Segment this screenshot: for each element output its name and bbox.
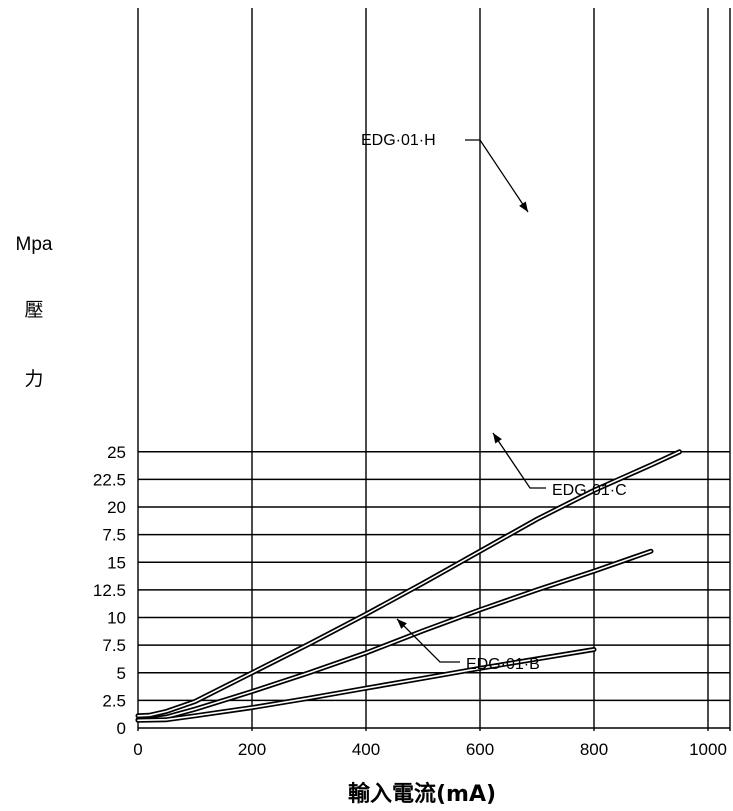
y-tick-label: 20 xyxy=(107,498,126,517)
series-curves xyxy=(135,449,682,723)
x-tick-label: 800 xyxy=(580,740,608,759)
y-tick-label: 25 xyxy=(107,443,126,462)
y-tick-label: 12.5 xyxy=(93,581,126,600)
annotation-leader-0 xyxy=(465,139,529,213)
x-tick-label: 400 xyxy=(352,740,380,759)
x-tick-label: 600 xyxy=(466,740,494,759)
y-tick-label: 0 xyxy=(117,719,126,738)
series-line-1-highlight xyxy=(137,550,652,721)
x-axis-label: 輸入電流(mA) xyxy=(348,781,496,807)
series-line-2-highlight xyxy=(137,648,595,722)
y-axis-label-unit: Mpa xyxy=(16,234,53,255)
series-line-1 xyxy=(135,548,654,723)
annotation-leader-1 xyxy=(492,432,546,489)
grid xyxy=(137,8,731,731)
x-tick-label: 1000 xyxy=(689,740,727,759)
y-tick-label: 10 xyxy=(107,609,126,628)
annotation-label-0: EDG·01·H xyxy=(361,132,436,149)
tick-labels: 0 200 400 600 800 1000 0 2.5 5 7.5 10 12.5 15 7.5 20 22… xyxy=(93,443,727,759)
annotation-leader-2 xyxy=(396,618,460,663)
annotation-arrowhead-1 xyxy=(493,433,502,444)
annotation-label-2: EDG·01·B xyxy=(466,656,540,673)
annotation-arrowhead-0 xyxy=(519,201,528,212)
annotations: EDG·01·H EDG·01·C EDG·01·B xyxy=(361,132,627,673)
y-axis-label-char-1: 壓 xyxy=(24,300,43,321)
y-axis-label-char-2: 力 xyxy=(24,368,43,390)
y-tick-label: 15 xyxy=(107,553,126,572)
y-tick-label: 7.5 xyxy=(102,526,126,545)
x-tick-label: 0 xyxy=(133,740,142,759)
y-axis-label: Mpa 壓 力 xyxy=(16,234,53,390)
y-tick-label: 7.5 xyxy=(102,636,126,655)
annotation-arrowhead-2 xyxy=(397,619,407,629)
x-tick-label: 200 xyxy=(238,740,266,759)
annotation-label-1: EDG·01·C xyxy=(552,482,627,499)
y-tick-label: 22.5 xyxy=(93,470,126,489)
y-tick-label: 2.5 xyxy=(102,691,126,710)
series-line-0-highlight xyxy=(137,450,681,717)
y-tick-label: 5 xyxy=(117,664,126,683)
